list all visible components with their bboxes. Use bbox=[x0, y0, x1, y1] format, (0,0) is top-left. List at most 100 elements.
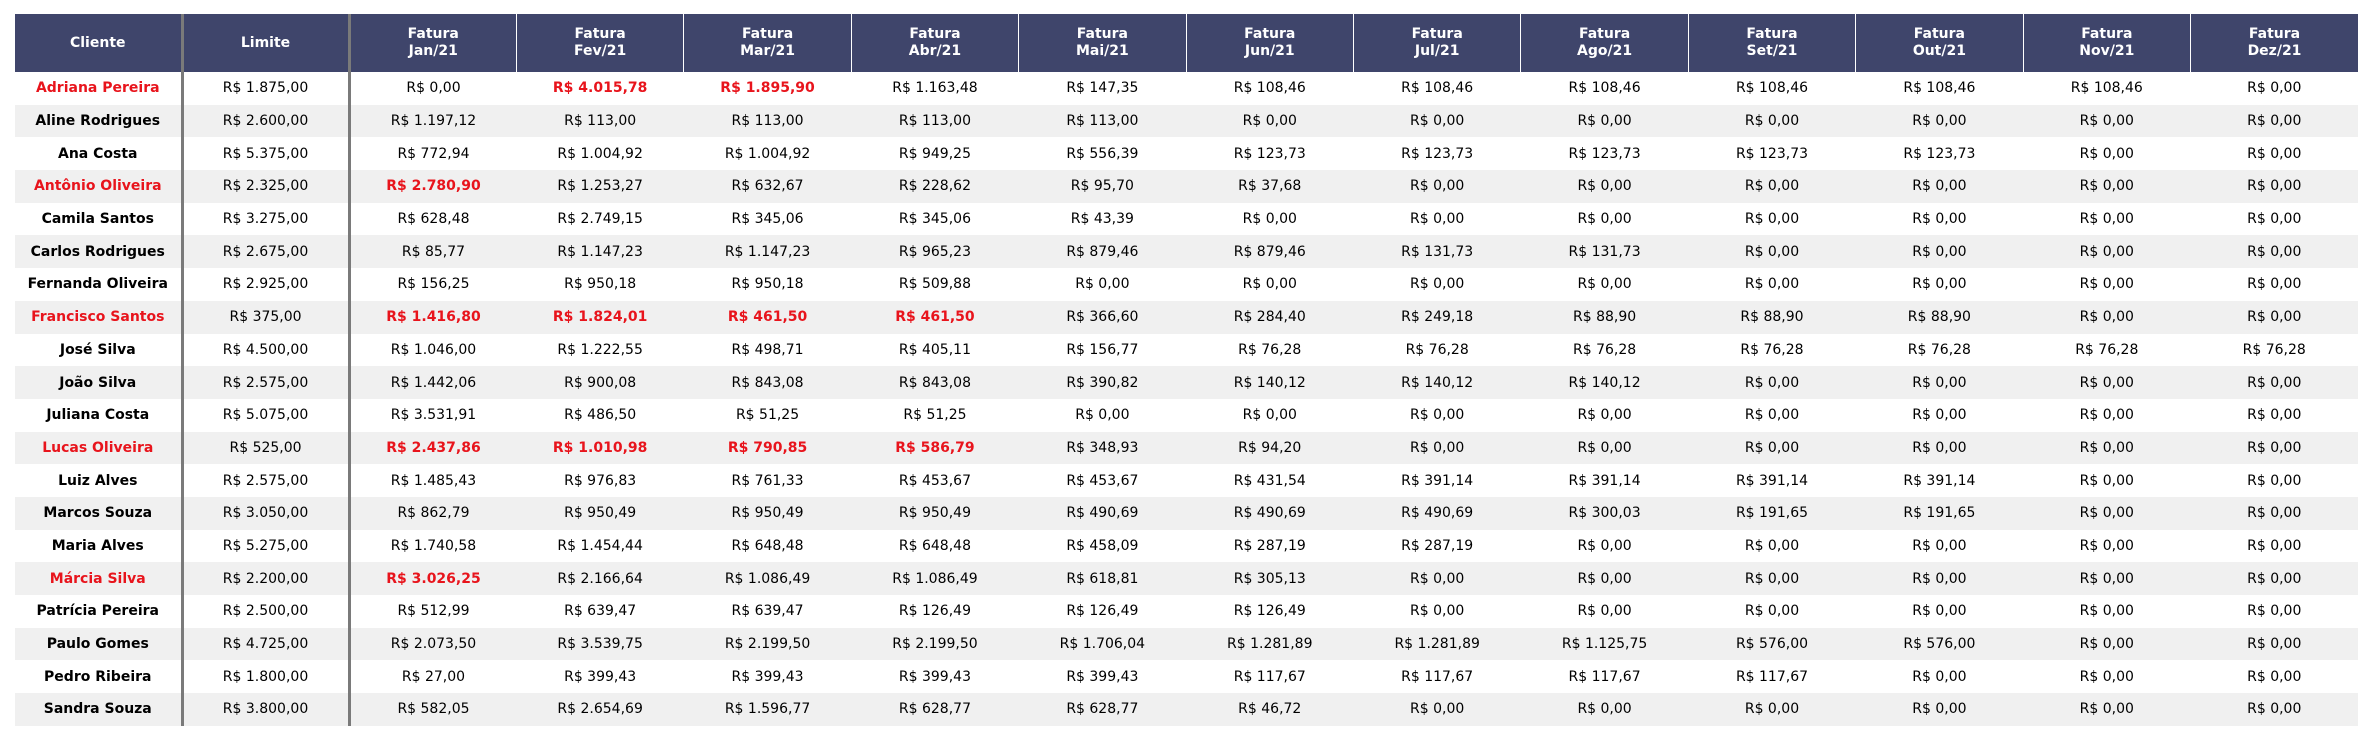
invoice-cell[interactable]: R$ 0,00 bbox=[1912, 211, 1967, 228]
limit-cell[interactable]: R$ 3.275,00 bbox=[182, 202, 351, 236]
invoice-cell[interactable]: R$ 0,00 bbox=[2079, 537, 2134, 554]
client-name-cell[interactable]: Antônio Oliveira bbox=[15, 170, 184, 203]
invoice-cell[interactable]: R$ 0,00 bbox=[2023, 366, 2191, 399]
invoice-cell[interactable]: R$ 0,00 bbox=[1186, 104, 1354, 138]
invoice-cell[interactable]: R$ 0,00 bbox=[1744, 537, 1800, 554]
invoice-cell[interactable]: R$ 0,00 bbox=[2247, 603, 2302, 620]
invoice-cell[interactable]: R$ 391,14 bbox=[1568, 472, 1641, 489]
invoice-cell[interactable]: R$ 0,00 bbox=[2247, 145, 2302, 162]
invoice-cell[interactable]: R$ 0,00 bbox=[1353, 170, 1521, 203]
invoice-cell[interactable]: R$ 648,48 bbox=[898, 537, 971, 554]
invoice-cell[interactable]: R$ 2.749,15 bbox=[557, 211, 643, 228]
invoice-cell[interactable]: R$ 108,46 bbox=[1568, 80, 1641, 97]
invoice-cell[interactable]: R$ 0,00 bbox=[1855, 104, 2024, 138]
limit-cell[interactable]: R$ 3.050,00 bbox=[182, 496, 351, 530]
invoice-cell[interactable]: R$ 0,00 bbox=[2247, 668, 2302, 685]
invoice-cell[interactable]: R$ 108,46 bbox=[1903, 80, 1976, 97]
table-row[interactable]: Márcia Silva R$ 2.200,00 R$ 3.026,25 R$ 2.1… bbox=[15, 562, 2358, 595]
invoice-cell[interactable]: R$ 249,18 bbox=[1353, 300, 1521, 334]
invoice-cell[interactable]: R$ 113,00 bbox=[516, 104, 684, 138]
column-header-9[interactable]: Fatura Ago/21 bbox=[1520, 14, 1689, 72]
client-name-cell[interactable]: José Silva bbox=[15, 333, 184, 367]
invoice-cell[interactable]: R$ 147,35 bbox=[1066, 80, 1139, 97]
invoice-cell[interactable]: R$ 648,48 bbox=[731, 537, 804, 554]
invoice-cell[interactable]: R$ 1.281,89 bbox=[1353, 627, 1521, 661]
column-header-10[interactable]: Fatura Set/21 bbox=[1688, 14, 1857, 72]
invoice-cell[interactable]: R$ 2.199,50 bbox=[683, 627, 852, 661]
invoice-cell[interactable]: R$ 512,99 bbox=[397, 603, 470, 620]
invoice-cell[interactable]: R$ 88,90 bbox=[1855, 300, 2024, 334]
invoice-cell[interactable]: R$ 0,00 bbox=[1075, 407, 1130, 424]
invoice-cell[interactable]: R$ 0,00 bbox=[1353, 104, 1521, 138]
client-name-cell[interactable]: Patrícia Pereira bbox=[15, 595, 184, 628]
invoice-cell[interactable]: R$ 0,00 bbox=[1353, 431, 1521, 465]
invoice-cell[interactable]: R$ 0,00 bbox=[2023, 496, 2191, 530]
invoice-cell[interactable]: R$ 140,12 bbox=[1186, 366, 1354, 399]
invoice-cell[interactable]: R$ 0,00 bbox=[1744, 276, 1800, 293]
invoice-cell[interactable]: R$ 0,00 bbox=[1577, 537, 1632, 554]
invoice-cell[interactable]: R$ 0,00 bbox=[1855, 366, 2024, 399]
client-name-cell[interactable]: Aline Rodrigues bbox=[15, 104, 184, 138]
invoice-cell[interactable]: R$ 628,48 bbox=[397, 211, 470, 228]
table-row[interactable]: Sandra Souza R$ 3.800,00 R$ 582,05 R$ 2.654… bbox=[15, 693, 2358, 726]
invoice-cell[interactable]: R$ 0,00 bbox=[1577, 276, 1632, 293]
invoice-cell[interactable]: R$ 1.485,43 bbox=[390, 472, 477, 489]
invoice-cell[interactable]: R$ 0,00 bbox=[2190, 300, 2358, 334]
client-name-cell[interactable]: Paulo Gomes bbox=[15, 627, 184, 661]
invoice-cell[interactable]: R$ 628,77 bbox=[1018, 693, 1187, 726]
table-row[interactable]: Carlos Rodrigues R$ 2.675,00 R$ 85,77 R$ 1.… bbox=[15, 235, 2358, 269]
invoice-cell[interactable]: R$ 348,93 bbox=[1018, 431, 1187, 465]
invoice-cell[interactable]: R$ 117,67 bbox=[1233, 668, 1306, 685]
invoice-cell[interactable]: R$ 458,09 bbox=[1066, 537, 1139, 554]
invoice-cell[interactable]: R$ 0,00 bbox=[2079, 603, 2134, 620]
invoice-cell[interactable]: R$ 0,00 bbox=[2023, 431, 2191, 465]
invoice-cell[interactable]: R$ 0,00 bbox=[1353, 562, 1521, 595]
invoice-cell[interactable]: R$ 46,72 bbox=[1186, 693, 1354, 726]
invoice-cell[interactable]: R$ 0,00 bbox=[2190, 496, 2358, 530]
column-header-12[interactable]: Fatura Nov/21 bbox=[2023, 14, 2192, 72]
column-header-0[interactable]: Cliente bbox=[15, 14, 184, 72]
invoice-cell[interactable]: R$ 509,88 bbox=[898, 276, 971, 293]
invoice-cell[interactable]: R$ 862,79 bbox=[349, 496, 517, 530]
table-row[interactable]: Juliana Costa R$ 5.075,00 R$ 3.531,91 R$ 48… bbox=[15, 398, 2358, 432]
invoice-cell[interactable]: R$ 761,33 bbox=[731, 472, 804, 489]
invoice-cell[interactable]: R$ 0,00 bbox=[2190, 235, 2358, 269]
invoice-cell[interactable]: R$ 498,71 bbox=[731, 341, 804, 358]
limit-cell[interactable]: R$ 2.675,00 bbox=[182, 235, 351, 269]
invoice-cell[interactable]: R$ 1.253,27 bbox=[516, 170, 684, 203]
invoice-cell[interactable]: R$ 0,00 bbox=[2247, 472, 2302, 489]
invoice-cell[interactable]: R$ 639,47 bbox=[731, 603, 804, 620]
invoice-cell[interactable]: R$ 0,00 bbox=[1688, 693, 1856, 726]
invoice-cell[interactable]: R$ 284,40 bbox=[1186, 300, 1354, 334]
column-header-8[interactable]: Fatura Jul/21 bbox=[1353, 14, 1522, 72]
invoice-cell[interactable]: R$ 0,00 bbox=[1912, 276, 1967, 293]
invoice-cell[interactable]: R$ 576,00 bbox=[1688, 627, 1856, 661]
invoice-cell[interactable]: R$ 123,73 bbox=[1233, 145, 1306, 162]
invoice-cell[interactable]: R$ 191,65 bbox=[1855, 496, 2024, 530]
invoice-cell[interactable]: R$ 0,00 bbox=[1577, 211, 1632, 228]
invoice-cell[interactable]: R$ 431,54 bbox=[1233, 472, 1306, 489]
invoice-cell[interactable]: R$ 0,00 bbox=[1242, 407, 1297, 424]
invoice-cell[interactable]: R$ 4.015,78 bbox=[552, 80, 648, 97]
client-name-cell[interactable]: Ana Costa bbox=[15, 137, 184, 171]
table-row[interactable]: Antônio Oliveira R$ 2.325,00 R$ 2.780,90 R$… bbox=[15, 170, 2358, 203]
invoice-cell[interactable]: R$ 0,00 bbox=[1520, 431, 1689, 465]
table-row[interactable]: José Silva R$ 4.500,00 R$ 1.046,00 R$ 1.222… bbox=[15, 333, 2358, 367]
invoice-cell[interactable]: R$ 900,08 bbox=[516, 366, 684, 399]
invoice-cell[interactable]: R$ 490,69 bbox=[1186, 496, 1354, 530]
invoice-cell[interactable]: R$ 0,00 bbox=[2190, 170, 2358, 203]
column-header-3[interactable]: Fatura Fev/21 bbox=[516, 14, 685, 72]
client-name-cell[interactable]: Adriana Pereira bbox=[15, 72, 184, 105]
invoice-cell[interactable]: R$ 0,00 bbox=[1520, 562, 1689, 595]
invoice-cell[interactable]: R$ 1.163,48 bbox=[892, 80, 978, 97]
column-header-4[interactable]: Fatura Mar/21 bbox=[683, 14, 852, 72]
table-row[interactable]: Camila Santos R$ 3.275,00 R$ 628,48 R$ 2.74… bbox=[15, 202, 2358, 236]
invoice-cell[interactable]: R$ 0,00 bbox=[2190, 366, 2358, 399]
invoice-cell[interactable]: R$ 108,46 bbox=[2070, 80, 2143, 97]
invoice-cell[interactable]: R$ 156,25 bbox=[397, 276, 470, 293]
invoice-cell[interactable]: R$ 126,49 bbox=[898, 603, 971, 620]
invoice-cell[interactable]: R$ 0,00 bbox=[1912, 603, 1967, 620]
invoice-cell[interactable]: R$ 0,00 bbox=[1520, 170, 1689, 203]
invoice-cell[interactable]: R$ 1.004,92 bbox=[724, 145, 811, 162]
invoice-cell[interactable]: R$ 586,79 bbox=[851, 431, 1019, 465]
